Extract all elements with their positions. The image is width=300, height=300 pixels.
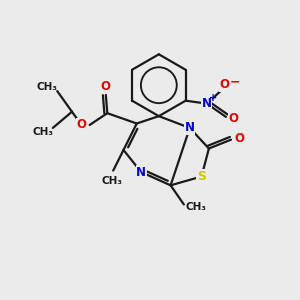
Text: O: O	[76, 118, 86, 131]
Text: N: N	[185, 122, 195, 134]
Text: +: +	[209, 93, 217, 103]
Text: S: S	[197, 170, 206, 183]
Text: CH₃: CH₃	[36, 82, 57, 92]
Text: CH₃: CH₃	[32, 127, 53, 137]
Text: CH₃: CH₃	[101, 176, 122, 186]
Text: −: −	[230, 76, 241, 89]
Text: O: O	[228, 112, 238, 125]
Text: O: O	[235, 132, 245, 145]
Text: N: N	[136, 166, 146, 178]
Text: N: N	[202, 97, 212, 110]
Text: O: O	[101, 80, 111, 93]
Text: CH₃: CH₃	[185, 202, 206, 212]
Text: O: O	[220, 78, 230, 91]
